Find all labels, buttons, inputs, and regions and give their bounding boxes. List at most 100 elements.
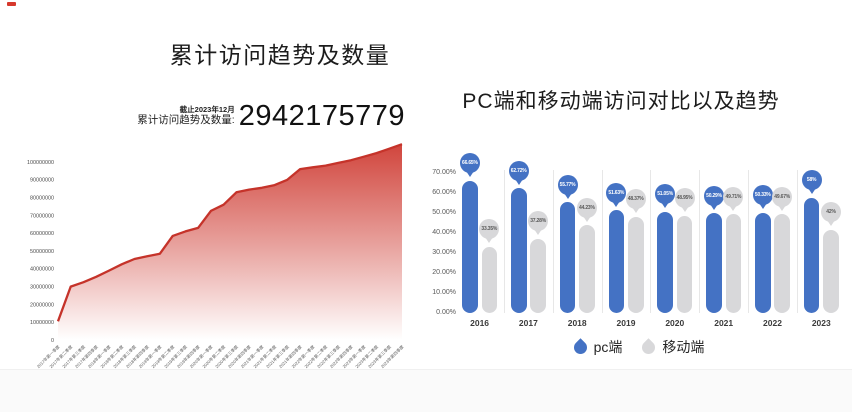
- y-axis-tick-label: 90000000: [30, 178, 54, 184]
- mobile-bar-2018: [579, 225, 595, 313]
- cumulative-area-chart: 1000000009000000080000000700000006000000…: [27, 143, 406, 370]
- stat-value: 2942175779: [238, 100, 405, 132]
- pc-bar-2019: [608, 210, 625, 313]
- y-axis-tick-label: 30000000: [30, 285, 54, 291]
- x-axis-year-label: 2019: [616, 318, 636, 328]
- y-axis-tick-label: 20.00%: [432, 268, 456, 276]
- value-bubble-tail: [729, 204, 738, 211]
- left-chart-title: 累计访问趋势及数量: [169, 42, 391, 68]
- pc-legend-drop-icon: [570, 337, 590, 357]
- y-axis-tick-label: 0: [51, 338, 54, 344]
- mobile-bar-2022: [774, 214, 790, 313]
- pc-value-bubble-2023: 58%: [801, 170, 822, 191]
- right-chart-title: PC端和移动端访问对比以及趋势: [462, 90, 780, 113]
- group-separator: [504, 170, 505, 313]
- group-separator: [650, 170, 652, 313]
- value-bubble-tail: [758, 203, 767, 210]
- value-bubble-tail: [778, 204, 787, 211]
- stat-labels: 截止2023年12月 累计访问趋势及数量:: [137, 105, 234, 129]
- y-axis-tick-label: 70000000: [30, 213, 54, 219]
- x-axis-year-label: 2021: [714, 318, 734, 328]
- chart-legend: pc端 移动端: [426, 337, 852, 357]
- mobile-bar-2019: [628, 216, 644, 313]
- pc-bar-2021: [706, 213, 722, 313]
- group-separator: [796, 170, 798, 313]
- mobile-bar-2021: [725, 214, 742, 313]
- pc-value-bubble-2017: 62.72%: [508, 160, 529, 181]
- pc-value-bubble-2018: 55.77%: [557, 174, 578, 195]
- stat-label: 累计访问趋势及数量:: [137, 114, 235, 126]
- pc-bar-2020: [657, 211, 673, 313]
- value-bubble-tail: [827, 220, 835, 226]
- x-axis-year-label: 2018: [567, 318, 587, 328]
- y-axis-tick-label: 40000000: [30, 267, 54, 273]
- mobile-legend-drop-icon: [639, 337, 659, 357]
- y-axis-tick-label: 100000000: [27, 160, 54, 166]
- mobile-value-bubble-2018: 44.23%: [576, 197, 597, 218]
- y-axis-tick-label: 20000000: [30, 302, 54, 308]
- y-axis-tick-label: 40.00%: [432, 228, 456, 236]
- mobile-value-bubble-2022: 49.67%: [772, 186, 793, 207]
- mobile-bar-2023: [823, 229, 839, 313]
- y-axis-tick-label: 60.00%: [432, 189, 456, 197]
- area-line: [56, 143, 403, 322]
- mobile-value-bubble-2021: 49.71%: [723, 186, 744, 207]
- legend-item-pc: pc端: [570, 337, 623, 357]
- pc-bar-2023: [803, 197, 820, 313]
- x-axis-year-label: 2016: [470, 318, 490, 328]
- y-axis-tick-label: 60000000: [30, 231, 54, 237]
- mobile-bar-2016: [481, 246, 497, 313]
- pc-value-bubble-2016: 66.65%: [459, 153, 480, 173]
- mobile-value-bubble-2023: 42%: [821, 202, 841, 222]
- value-bubble-tail: [612, 200, 621, 207]
- legend-label-pc: pc端: [593, 339, 623, 355]
- x-axis-year-label: 2022: [763, 318, 782, 328]
- area-fill: [58, 144, 402, 340]
- mobile-value-bubble-2017: 37.28%: [528, 211, 549, 232]
- x-axis-year-label: 2023: [811, 318, 831, 328]
- value-bubble-tail: [534, 229, 543, 236]
- value-bubble-tail: [465, 171, 474, 177]
- value-bubble-tail: [680, 206, 689, 213]
- pc-bar-2017: [511, 188, 527, 313]
- pc-mobile-bar-chart: 0.00% 10.00% 20.00% 30.00% 40.00% 50.00% 60.00…: [426, 0, 852, 411]
- legend-label-mobile: 移动端: [662, 339, 705, 355]
- bottom-strip: [0, 369, 852, 412]
- value-bubble-tail: [710, 203, 718, 210]
- y-axis-tick-label: 10.00%: [432, 288, 456, 296]
- mobile-bar-2020: [676, 215, 693, 313]
- corner-accent-mark: [7, 2, 16, 6]
- y-axis-tick-label: 10000000: [30, 320, 54, 326]
- mobile-value-bubble-2016: 33.35%: [479, 219, 500, 240]
- group-separator: [552, 170, 554, 313]
- y-axis-tick-label: 50000000: [30, 249, 54, 255]
- cumulative-stat: 截止2023年12月 累计访问趋势及数量: 2942175779: [137, 100, 405, 132]
- value-bubble-tail: [661, 202, 670, 208]
- pc-value-bubble-2020: 51.05%: [655, 184, 676, 204]
- cumulative-chart-panel: 累计访问趋势及数量 截止2023年12月 累计访问趋势及数量: 29421757…: [0, 0, 426, 411]
- y-axis-tick-label: 0.00%: [436, 308, 456, 316]
- pc-bar-2018: [559, 202, 576, 313]
- mobile-bar-2017: [530, 238, 546, 313]
- value-bubble-tail: [485, 237, 494, 244]
- pc-mobile-chart-panel: PC端和移动端访问对比以及趋势 0.00% 10.00% 20.00% 30.00% 4…: [426, 0, 852, 411]
- value-bubble-tail: [631, 207, 640, 214]
- pc-value-bubble-2022: 50.33%: [752, 185, 773, 206]
- y-axis-tick-label: 80000000: [30, 196, 54, 202]
- pc-bar-2022: [755, 212, 771, 313]
- group-separator: [601, 170, 603, 313]
- value-bubble-tail: [807, 188, 816, 195]
- stat-asof-date: 截止2023年12月: [179, 105, 235, 114]
- mobile-value-bubble-2019: 48.37%: [625, 189, 646, 210]
- value-bubble-tail: [514, 178, 523, 185]
- x-axis-year-label: 2020: [665, 318, 685, 328]
- pc-value-bubble-2021: 50.29%: [704, 185, 724, 206]
- y-axis-tick-label: 50.00%: [432, 209, 456, 217]
- value-bubble-tail: [582, 215, 591, 222]
- y-axis-tick-label: 30.00%: [432, 248, 456, 256]
- group-separator: [748, 170, 750, 313]
- group-separator: [699, 170, 701, 313]
- value-bubble-tail: [563, 192, 572, 199]
- legend-item-mobile: 移动端: [639, 337, 705, 357]
